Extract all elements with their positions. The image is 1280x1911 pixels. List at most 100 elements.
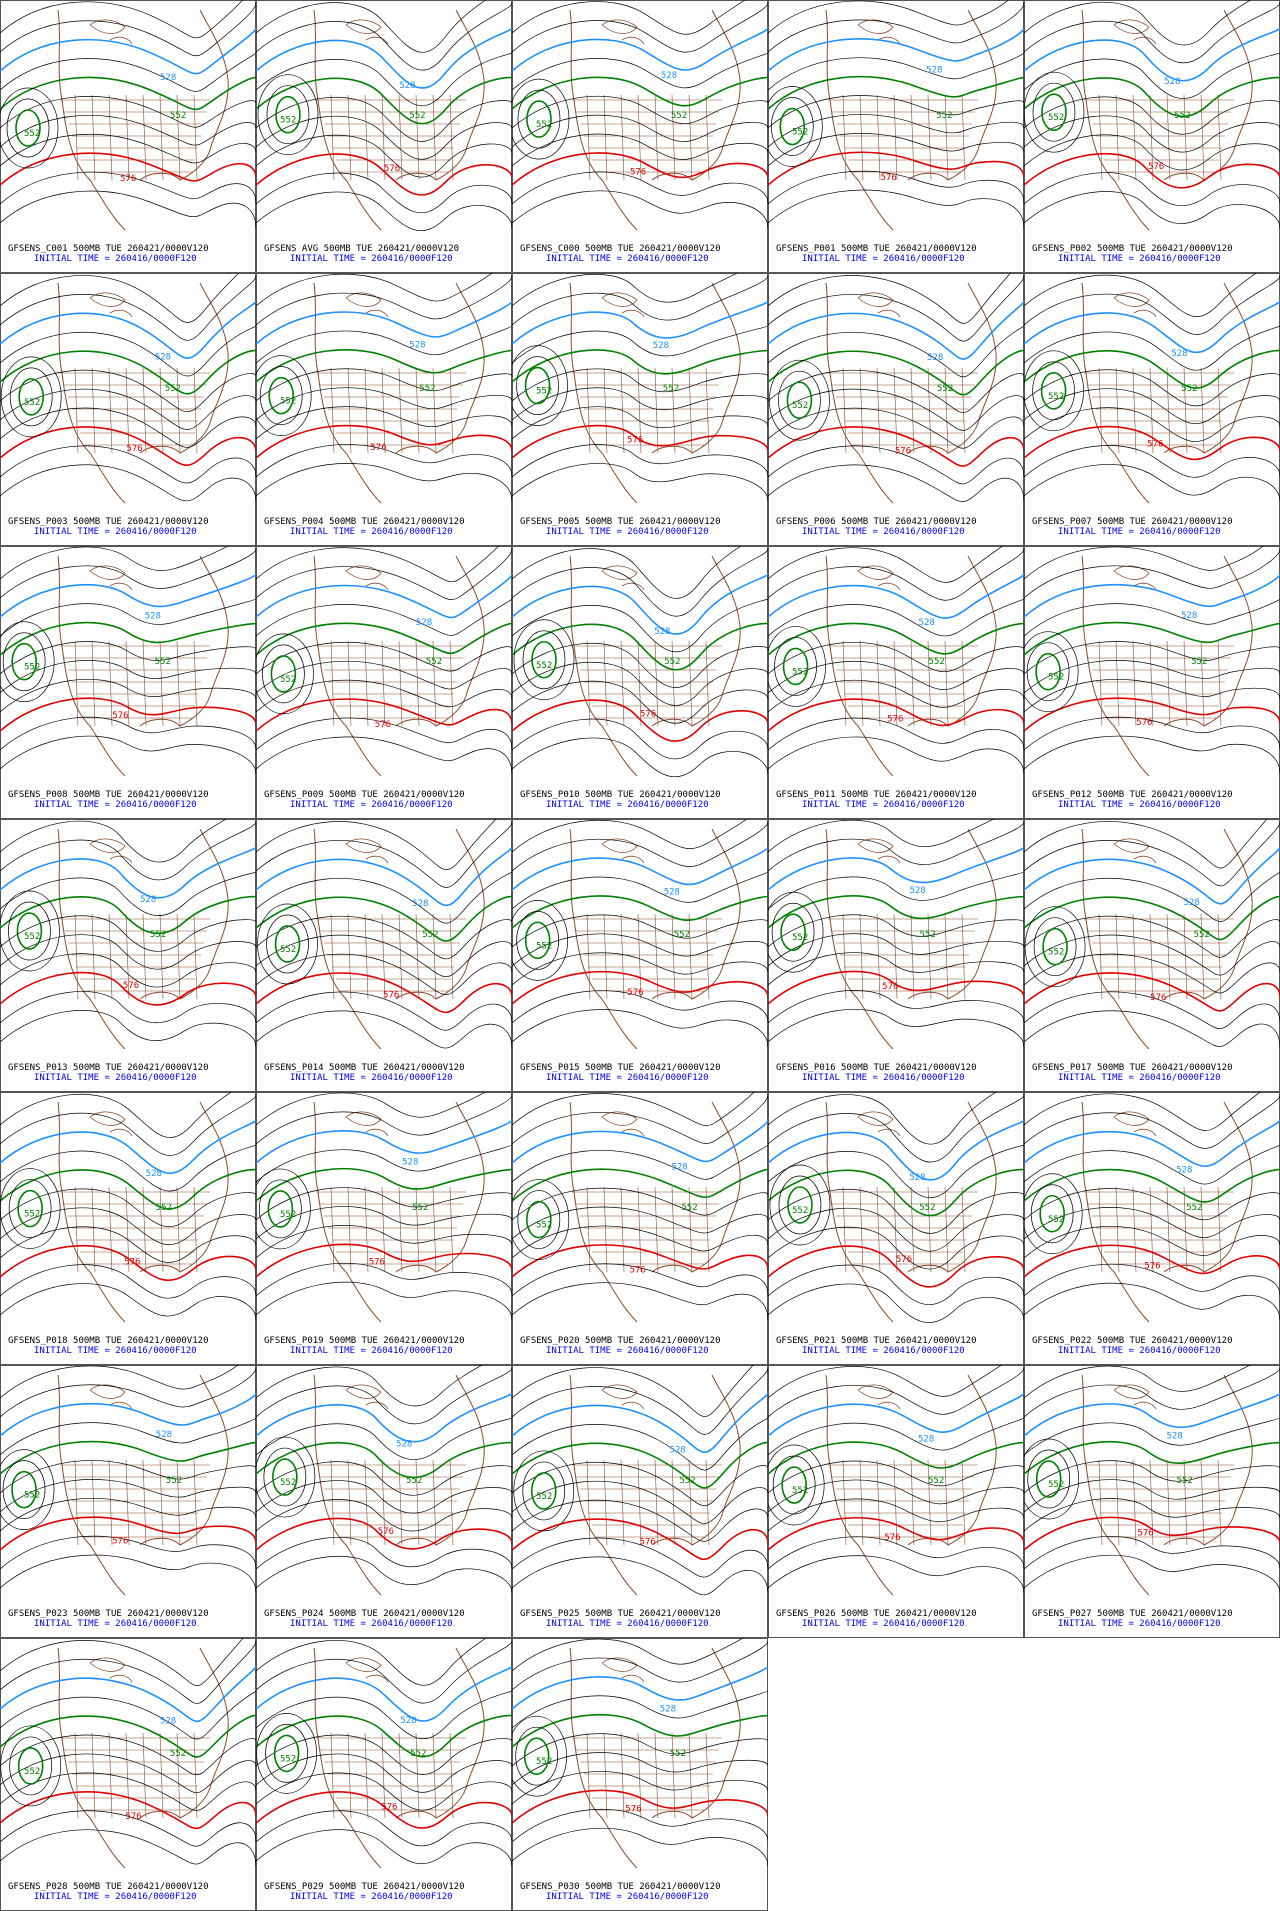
map-panel: 552 528 552 576 GFSENS_P022 500MB TUE 260421… (1024, 1092, 1280, 1365)
contour-label: 552 (937, 384, 953, 394)
low-contour (18, 378, 44, 416)
contour-label: 552 (1174, 111, 1190, 121)
border-line (1098, 640, 1103, 727)
contour (768, 970, 1024, 1005)
panel-title: GFSENS_P029 500MB TUE 260421/0000V120 (264, 1882, 464, 1892)
border-line (603, 1732, 608, 1819)
border-line (910, 640, 915, 727)
map-panel: 552 528 552 576 GFSENS_P027 500MB TUE 260421… (1024, 1365, 1280, 1638)
contour (512, 914, 768, 948)
low-contour (768, 626, 826, 707)
coastline (57, 1101, 229, 1323)
low-contour (11, 1470, 37, 1509)
border-line (1132, 367, 1137, 454)
contour (256, 846, 512, 907)
contour (256, 387, 512, 421)
contour (512, 546, 742, 599)
border-line (961, 913, 966, 1000)
contour-label: 552 (1048, 1480, 1064, 1490)
border-line (432, 1186, 437, 1273)
contour-label: 552 (24, 932, 40, 942)
border-line (1098, 1186, 1103, 1273)
border-line (449, 94, 454, 181)
panel-border (1024, 1365, 1280, 1638)
contour (512, 1263, 768, 1297)
border-line (671, 367, 676, 454)
contour (512, 821, 768, 872)
low-contour (259, 366, 303, 425)
low-contour (2, 632, 46, 692)
island (857, 19, 901, 45)
contour (0, 369, 256, 413)
border-line (671, 94, 676, 181)
contour (256, 1243, 512, 1278)
initial-time: INITIAL TIME = 260416/0000F120 (34, 1892, 197, 1902)
border-line (671, 1186, 676, 1273)
border-line (330, 367, 335, 454)
contour (256, 1640, 512, 1704)
map-panel: 552 528 552 576 GFSENS_P015 500MB TUE 260421… (512, 819, 768, 1092)
initial-time: INITIAL TIME = 260416/0000F120 (1058, 254, 1221, 264)
contour-label: 552 (1048, 1215, 1064, 1225)
border-line (108, 1732, 113, 1819)
coastline (313, 555, 485, 777)
low-contour (15, 109, 41, 147)
low-contour (778, 370, 821, 430)
contour (512, 1789, 768, 1824)
border-line (1115, 367, 1120, 454)
border-line (1132, 1459, 1137, 1546)
contour-label: 552 (1181, 384, 1197, 394)
contour (768, 1367, 1024, 1418)
contour-label: 552 (664, 657, 680, 667)
contour-label: 528 (664, 887, 680, 897)
contour (256, 1772, 512, 1811)
contour (512, 952, 768, 986)
low-contour (263, 1447, 307, 1507)
contour-label: 576 (120, 174, 136, 184)
contour (768, 1009, 1024, 1048)
low-contour (768, 1444, 825, 1526)
contour (1024, 1188, 1280, 1221)
contour (0, 548, 256, 599)
contour (0, 915, 256, 952)
border-line (620, 1732, 625, 1819)
border-line (876, 94, 881, 181)
contour (512, 573, 768, 635)
border-line (142, 913, 147, 1000)
coastline (1081, 1374, 1253, 1596)
coastline (1081, 828, 1253, 1050)
contour (1024, 641, 1280, 675)
low-contour (1035, 652, 1061, 691)
contour (256, 1262, 512, 1297)
border-line (944, 1186, 949, 1273)
contour-label: 552 (792, 933, 808, 943)
border-line (705, 913, 710, 1000)
border-line (108, 94, 113, 181)
border-line (1115, 1186, 1120, 1273)
border-line (193, 367, 198, 454)
border-line (415, 640, 420, 727)
panel-border (768, 273, 1024, 546)
island (89, 292, 133, 318)
low-contour (778, 1175, 822, 1235)
contour-label: 528 (653, 341, 669, 351)
panel-title: GFSENS_P014 500MB TUE 260421/0000V120 (264, 1063, 464, 1073)
contour-label: 552 (792, 401, 808, 411)
contour (0, 1554, 256, 1594)
contour (256, 895, 512, 942)
border-line (671, 1732, 676, 1819)
border-line (330, 94, 335, 181)
coastline (825, 555, 997, 777)
panel-title: GFSENS_P026 500MB TUE 260421/0000V120 (776, 1609, 976, 1619)
contour-label: 576 (1150, 993, 1166, 1003)
contour (256, 2, 512, 71)
low-contour (256, 1168, 311, 1250)
low-contour (272, 1458, 298, 1496)
border-line (620, 1186, 625, 1273)
contour-label: 576 (1144, 1261, 1160, 1271)
contour (512, 699, 768, 742)
border-line (347, 1186, 352, 1273)
border-line (381, 94, 386, 181)
border-line (688, 640, 693, 727)
border-line (1217, 1186, 1222, 1273)
